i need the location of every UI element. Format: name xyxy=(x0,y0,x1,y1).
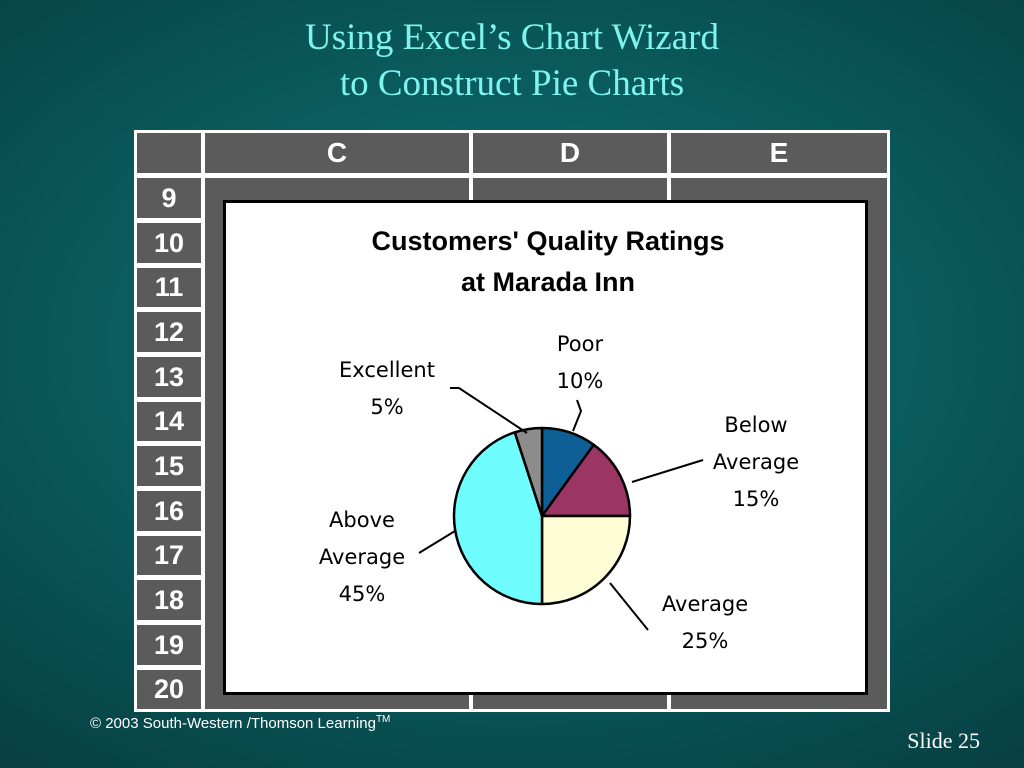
slice-label-4-line-3: 45% xyxy=(339,582,386,606)
column-header-e[interactable]: E xyxy=(671,133,887,173)
slice-label-4-line-2: Average xyxy=(319,545,405,569)
row-header-11[interactable]: 11 xyxy=(137,268,201,307)
pie-chart: Customers' Quality Ratings at Marada Inn… xyxy=(319,226,799,653)
row-header-19[interactable]: 19 xyxy=(137,625,201,665)
leader-line-4 xyxy=(418,530,456,554)
slice-label-2-line-3: 15% xyxy=(733,487,780,511)
copyright-notice: © 2003 South-Western /Thomson LearningTM xyxy=(90,714,390,732)
slice-label-3-line-1: Average xyxy=(662,592,748,616)
row-header-10[interactable]: 10 xyxy=(137,223,201,263)
slice-label-5-line-2: 5% xyxy=(370,395,403,419)
pie-slice-2[interactable] xyxy=(540,443,632,518)
slide-number-value: 25 xyxy=(958,728,980,753)
slice-label-2-line-1: Below xyxy=(724,413,787,437)
copyright-text: © 2003 South-Western /Thomson Learning xyxy=(90,715,376,732)
slide-number: Slide 25 xyxy=(907,728,980,754)
row-header-18[interactable]: 18 xyxy=(137,580,201,620)
slice-label-1-line-1: Poor xyxy=(557,332,604,356)
pie-slice-3[interactable] xyxy=(540,514,632,606)
pie-slice-4[interactable] xyxy=(452,431,544,606)
row-header-16[interactable]: 16 xyxy=(137,491,201,531)
leader-line-3 xyxy=(609,582,649,631)
slide-title-line-2: to Construct Pie Charts xyxy=(339,63,685,104)
slice-label-2-line-2: Average xyxy=(713,450,799,474)
row-header-13[interactable]: 13 xyxy=(137,357,201,397)
slide-title-line-1: Using Excel’s Chart Wizard xyxy=(305,17,719,58)
column-header-d[interactable]: D xyxy=(473,133,667,173)
slice-label-1-line-2: 10% xyxy=(557,369,604,393)
slide-label: Slide xyxy=(907,728,953,753)
slice-label-3-line-2: 25% xyxy=(682,629,729,653)
corner-cell[interactable] xyxy=(137,133,201,173)
leader-line-2 xyxy=(631,459,704,483)
row-header-12[interactable]: 12 xyxy=(137,312,201,352)
column-header-c[interactable]: C xyxy=(205,133,469,173)
leader-line-1 xyxy=(572,399,583,432)
row-header-20[interactable]: 20 xyxy=(137,670,201,709)
pie-slice-5[interactable] xyxy=(513,426,544,518)
row-header-17[interactable]: 17 xyxy=(137,536,201,575)
leader-line-5 xyxy=(450,387,528,434)
slice-label-5-line-1: Excellent xyxy=(339,358,435,382)
chart-title-line-1: Customers' Quality Ratings xyxy=(372,226,725,256)
slice-label-4-line-1: Above xyxy=(329,508,395,532)
row-header-14[interactable]: 14 xyxy=(137,402,201,441)
pie-chart-object[interactable]: Customers' Quality Ratings at Marada Inn… xyxy=(223,200,868,695)
row-header-9[interactable]: 9 xyxy=(137,178,201,218)
trademark-mark: TM xyxy=(375,714,391,725)
row-header-15[interactable]: 15 xyxy=(137,446,201,486)
chart-title-line-2: at Marada Inn xyxy=(461,267,635,297)
